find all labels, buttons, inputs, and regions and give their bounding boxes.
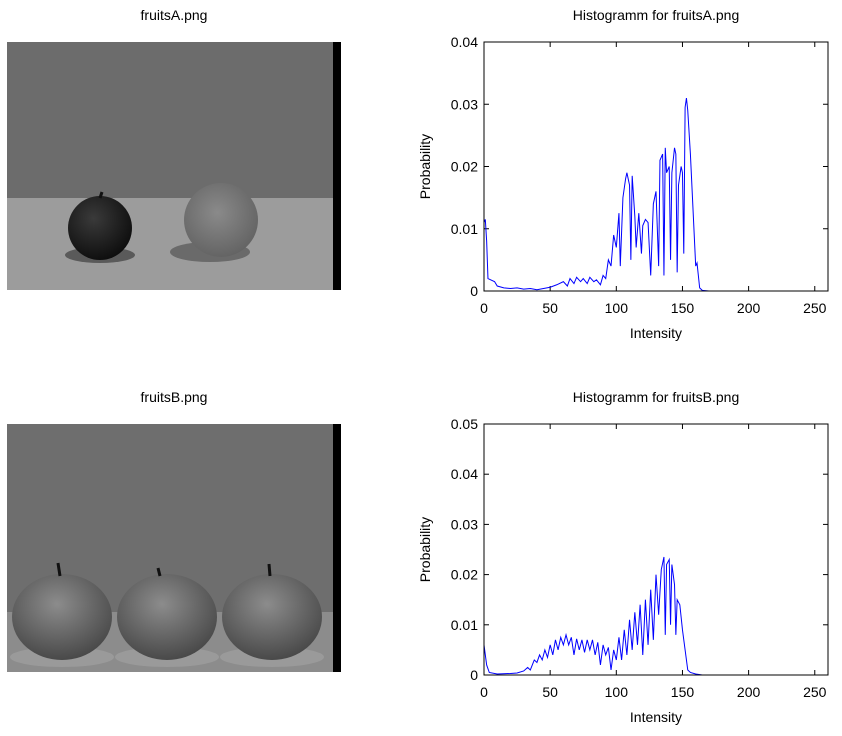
y-tick-label: 0.03 xyxy=(451,516,478,532)
x-axis-label: Intensity xyxy=(630,325,682,341)
y-tick-label: 0.05 xyxy=(451,416,478,432)
y-axis-label: Probability xyxy=(417,517,433,582)
x-tick-label: 50 xyxy=(542,684,558,700)
x-tick-label: 50 xyxy=(542,300,558,316)
image-b xyxy=(7,424,341,672)
chart-title: Histogramm for fruitsA.png xyxy=(573,7,740,23)
y-tick-label: 0 xyxy=(470,667,478,683)
x-tick-label: 150 xyxy=(671,300,695,316)
image-title: fruitsB.png xyxy=(141,389,208,405)
y-tick-label: 0.04 xyxy=(451,34,478,50)
x-tick-label: 200 xyxy=(737,300,761,316)
x-tick-label: 200 xyxy=(737,684,761,700)
x-tick-label: 100 xyxy=(605,300,629,316)
chart-title: Histogramm for fruitsB.png xyxy=(573,389,740,405)
x-axis-label: Intensity xyxy=(630,709,682,725)
image-a xyxy=(7,42,341,290)
plot-frame xyxy=(483,423,829,676)
x-tick-label: 250 xyxy=(803,300,827,316)
x-tick-label: 100 xyxy=(605,684,629,700)
histogram-line xyxy=(483,97,822,292)
histogram-line xyxy=(483,556,822,676)
y-tick-label: 0.01 xyxy=(451,221,478,237)
image-title: fruitsA.png xyxy=(141,7,208,23)
y-tick-label: 0.02 xyxy=(451,159,478,175)
y-tick-label: 0.04 xyxy=(451,466,478,482)
y-tick-label: 0.03 xyxy=(451,96,478,112)
y-tick-label: 0 xyxy=(470,283,478,299)
y-axis-label: Probability xyxy=(417,134,433,199)
y-tick-label: 0.01 xyxy=(451,617,478,633)
plot-frame xyxy=(483,41,829,292)
x-tick-label: 250 xyxy=(803,684,827,700)
x-tick-label: 0 xyxy=(480,300,488,316)
y-tick-label: 0.02 xyxy=(451,567,478,583)
x-tick-label: 150 xyxy=(671,684,695,700)
x-tick-label: 0 xyxy=(480,684,488,700)
